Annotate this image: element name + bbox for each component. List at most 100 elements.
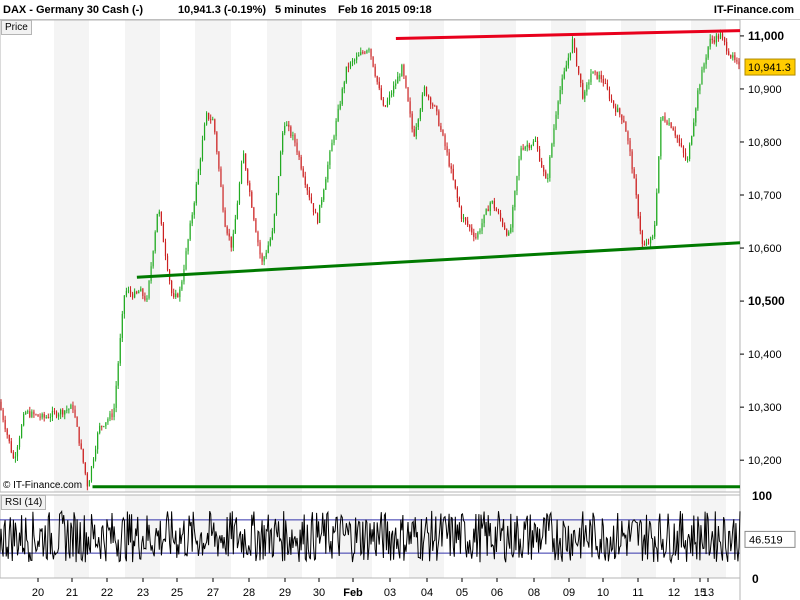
rsi-last-label: 46.519 [749, 534, 783, 546]
rsi-last-tag [744, 530, 796, 548]
candle-body [711, 38, 713, 40]
candle-body [171, 281, 173, 294]
candle-body [368, 48, 370, 51]
candle-body [652, 236, 654, 238]
candle-body [697, 90, 699, 109]
candle-body [142, 288, 144, 297]
candle-body [370, 48, 372, 57]
candle-body [647, 242, 650, 244]
candle-body [191, 214, 193, 224]
candle-body [419, 109, 421, 120]
candle-body [388, 94, 391, 101]
candle-body [353, 59, 356, 61]
candle-body [732, 55, 734, 58]
candle-body [131, 293, 134, 298]
day-band [691, 20, 726, 492]
candle-body [699, 84, 701, 91]
candle-body [417, 119, 419, 128]
candle-body [25, 412, 27, 415]
candle-body [734, 55, 736, 60]
candle-body [641, 230, 643, 244]
candle-body [491, 200, 493, 203]
candle-body [438, 111, 440, 126]
candle-body [269, 239, 271, 246]
candle-body [485, 209, 487, 215]
candle-body [140, 288, 142, 292]
candle-body [216, 132, 218, 153]
candle-body [316, 213, 319, 223]
candle-body [390, 93, 393, 95]
candle-body [341, 88, 343, 105]
candle-body [325, 179, 327, 190]
candle-body [693, 122, 695, 137]
candle-body [66, 409, 68, 411]
candle-body [60, 409, 62, 415]
candle-body [144, 296, 146, 301]
candle-body [643, 243, 646, 246]
candle-body [189, 223, 191, 240]
candle-body [115, 385, 117, 408]
candle-body [541, 161, 543, 168]
candle-body [713, 39, 715, 43]
candle-body [333, 136, 335, 143]
candle-body [166, 256, 169, 271]
candle-body [51, 411, 54, 417]
candle-body [247, 169, 249, 184]
candle-body [351, 60, 354, 63]
candle-body [277, 175, 280, 194]
day-band [409, 495, 444, 578]
x-tick-label: 11 [632, 587, 643, 599]
candle-body [230, 236, 232, 248]
last-price-label: 10,941.3 [748, 62, 791, 74]
candle-body [197, 170, 199, 185]
x-tick-label: 09 [563, 587, 575, 599]
candle-body [475, 236, 477, 238]
candle-body [621, 114, 623, 121]
candle-body [175, 293, 177, 298]
candle-body [551, 143, 553, 157]
candle-body [559, 89, 561, 102]
candle-body [18, 437, 21, 448]
candle-body [362, 52, 364, 54]
candle-body [257, 232, 259, 243]
candle-body [253, 207, 255, 220]
candle-body [201, 140, 204, 160]
candle-body [543, 167, 545, 172]
candle-body [4, 419, 6, 430]
candle-body [436, 105, 438, 112]
candle-body [64, 410, 66, 415]
day-band [195, 20, 231, 492]
candle-body [674, 130, 676, 136]
candle-body [335, 120, 337, 137]
candle-body [512, 207, 514, 228]
candle-body [306, 184, 308, 191]
candle-body [481, 223, 483, 231]
candle-body [573, 39, 576, 49]
candle-body [518, 159, 520, 177]
candle-body [72, 404, 74, 410]
candle-body [148, 280, 150, 299]
candle-body [310, 197, 313, 204]
candle-body [680, 142, 683, 147]
candle-body [555, 114, 557, 129]
candle-body [532, 141, 535, 146]
candle-body [29, 411, 31, 417]
candle-body [329, 151, 331, 165]
candle-body [177, 293, 179, 298]
candle-body [234, 219, 236, 234]
candle-body [103, 426, 105, 428]
candle-body [617, 108, 619, 113]
candle-body [471, 227, 473, 233]
candle-body [682, 146, 685, 153]
x-tick-label: 13 [702, 587, 714, 599]
candle-body [68, 408, 70, 410]
candle-body [205, 112, 208, 125]
candle-body [156, 213, 158, 233]
candle-body [409, 101, 411, 114]
candle-body [88, 480, 91, 487]
candle-body [386, 100, 389, 107]
candle-body [302, 168, 304, 177]
candle-body [308, 190, 310, 198]
candle-body [423, 86, 426, 95]
